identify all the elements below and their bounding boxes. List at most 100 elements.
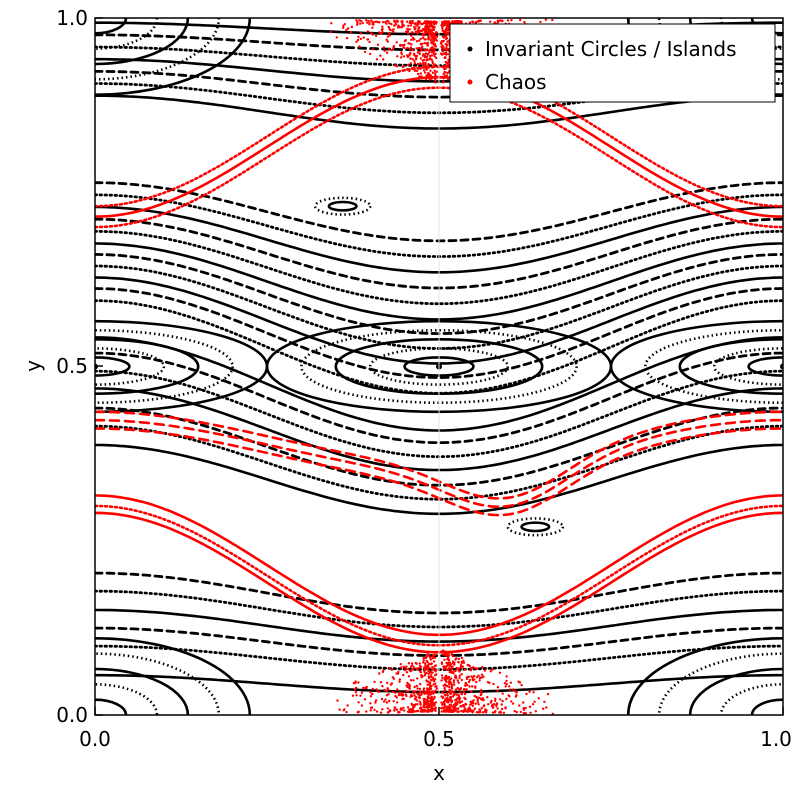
chaos-point [418,687,422,691]
chaos-point [399,708,402,711]
chaos-point [365,685,368,689]
chaos-point [391,29,394,32]
chaos-point [424,52,427,55]
chaos-point [423,38,426,41]
chaos-point [429,685,432,688]
chaos-point [385,19,389,23]
chaos-point [435,31,438,34]
chaos-point [418,51,421,54]
chaos-point [473,707,477,710]
chaos-point [430,695,433,699]
chaos-point [419,72,422,75]
chaos-point [369,32,373,35]
chaos-point [416,62,420,66]
chaos-point [467,710,470,713]
chaos-point [371,687,375,691]
chaos-point [431,71,435,74]
chaos-point [511,702,515,705]
chaos-point [505,679,508,683]
chaos-point [420,46,423,49]
chaos-point [410,34,413,37]
chaos-point [466,683,469,687]
chaos-point [426,710,429,713]
chaos-point [449,710,453,713]
chaos-point [429,678,433,681]
chaos-point [343,708,346,711]
chaos-point [329,30,333,34]
chaos-point [428,682,432,685]
chaos-point [500,19,504,22]
chaos-point [446,653,450,657]
chaos-point [480,698,484,701]
chaos-point [446,663,450,666]
chaos-point [421,54,425,57]
chaos-point [416,677,419,680]
chaos-point [465,677,469,681]
chaos-point [551,18,554,22]
chaos-point [415,684,418,688]
chaos-point [381,685,384,688]
chaos-point [442,709,445,713]
chaos-point [392,45,396,48]
chaos-point [428,54,432,58]
chaos-point [457,669,460,672]
chaos-point [490,699,493,703]
chaos-point [519,710,522,714]
chaos-point [513,689,516,693]
chaos-point [429,69,432,73]
chaos-point [433,47,436,50]
chaos-point [409,51,412,55]
chaos-point [471,20,475,24]
chaos-point [407,24,410,27]
chaos-point [410,662,414,665]
chaos-point [457,681,460,684]
chaos-point [456,679,459,682]
legend-marker-invariant [467,46,473,52]
chaos-point [396,55,399,58]
chaos-point [342,24,345,27]
chaos-point [420,75,423,78]
chaos-point [414,27,417,30]
chaos-point [419,670,422,673]
chaos-point [510,700,513,703]
chaos-point [426,25,429,28]
chaos-point [522,708,526,711]
chaos-point [347,27,350,30]
chaos-point [486,681,490,684]
chaos-point [428,690,431,693]
chaos-point [412,52,416,55]
x-tick-label: 0.5 [423,727,455,751]
chaos-point [447,651,450,655]
chaos-point [415,24,419,27]
y-tick-label: 1.0 [56,6,88,30]
chaos-point [464,703,468,706]
chaos-point [432,680,436,683]
chaos-point [474,686,477,689]
chaos-point [431,37,434,40]
chaos-point [357,35,360,39]
chaos-point [463,688,466,691]
chaos-point [443,689,447,692]
chaos-point [408,69,411,73]
chaos-point [401,693,405,696]
chaos-point [415,699,419,702]
chaos-point [496,689,499,692]
chaos-point [446,31,450,34]
chaos-point [446,71,449,75]
chaos-point [411,31,414,34]
chaos-point [425,64,428,67]
chaos-point [411,19,414,23]
chaos-point [444,75,447,79]
chaos-point [483,710,486,713]
island-orbit [609,319,783,414]
chaos-point [406,54,409,57]
chaos-point [474,667,477,670]
chaos-point [395,65,399,68]
chaos-point [468,685,471,688]
chaos-point [443,658,446,661]
chaos-point [407,675,411,678]
chaos-point [407,63,410,67]
y-tick-label: 0.5 [56,354,88,378]
chaos-point [430,671,433,674]
chaos-point [504,685,507,688]
